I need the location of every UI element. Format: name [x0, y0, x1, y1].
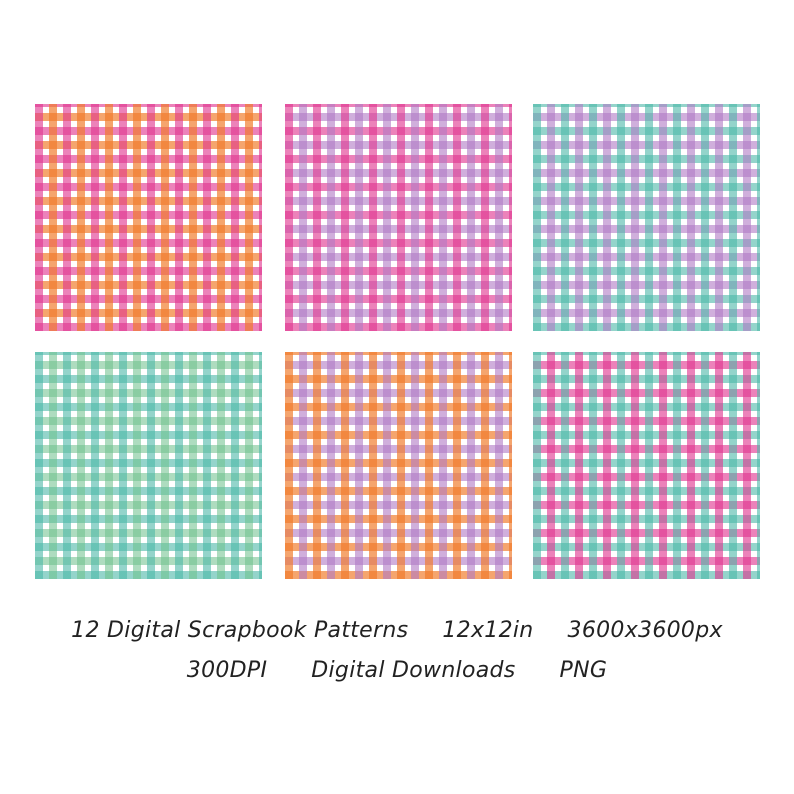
- caption-text: PNG: [559, 658, 608, 683]
- pattern-tile: [285, 352, 512, 579]
- pattern-tile: [533, 352, 760, 579]
- caption-text: 300DPI: [186, 658, 268, 683]
- caption-line: 300DPI Digital Downloads PNG: [0, 658, 794, 683]
- caption-line: 12 Digital Scrapbook Patterns 12x12in 36…: [0, 618, 794, 643]
- pattern-tile: [35, 104, 262, 331]
- caption-text: 12x12in: [442, 618, 534, 643]
- pattern-tile: [35, 352, 262, 579]
- caption-text: 3600x3600px: [567, 618, 723, 643]
- pattern-tile: [285, 104, 512, 331]
- pattern-tile: [533, 104, 760, 331]
- caption-text: 12 Digital Scrapbook Patterns: [71, 618, 409, 643]
- caption-text: Digital Downloads: [311, 658, 516, 683]
